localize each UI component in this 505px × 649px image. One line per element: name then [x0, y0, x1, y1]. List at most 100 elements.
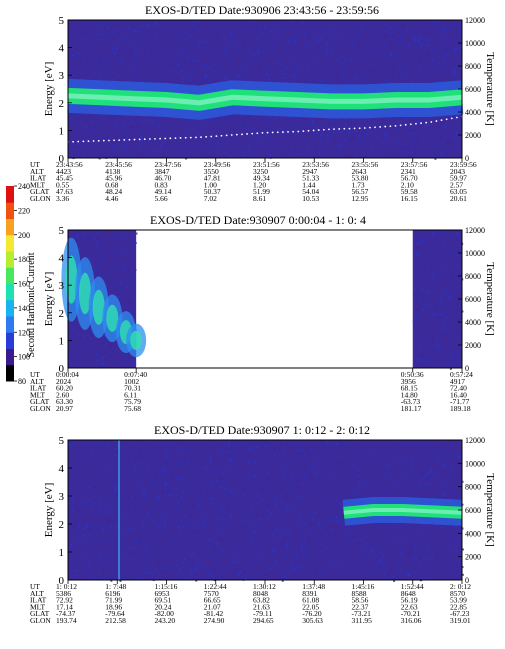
- noise-pixel: [445, 23, 448, 26]
- noise-pixel: [431, 322, 434, 325]
- noise-pixel: [238, 74, 241, 77]
- noise-pixel: [381, 474, 384, 477]
- temperature-point: [164, 137, 167, 140]
- noise-pixel: [311, 467, 314, 470]
- noise-pixel: [315, 465, 318, 468]
- noise-pixel: [418, 270, 421, 273]
- noise-pixel: [284, 464, 287, 467]
- noise-pixel: [265, 441, 268, 444]
- table-cell: 23:45:56: [105, 160, 132, 169]
- noise-pixel: [300, 483, 303, 486]
- noise-pixel: [302, 21, 305, 24]
- noise-pixel: [210, 501, 213, 504]
- noise-pixel: [217, 444, 220, 447]
- noise-pixel: [335, 78, 338, 81]
- noise-pixel: [243, 474, 246, 477]
- noise-pixel: [196, 531, 199, 534]
- noise-pixel: [106, 458, 109, 461]
- noise-pixel: [166, 576, 169, 579]
- noise-pixel: [376, 47, 379, 50]
- noise-pixel: [218, 516, 221, 519]
- colorbar-cell: [6, 186, 14, 203]
- noise-pixel: [427, 137, 430, 140]
- table-cell: 22.85: [450, 602, 467, 611]
- noise-pixel: [198, 74, 201, 77]
- noise-pixel: [422, 536, 425, 539]
- noise-pixel: [396, 489, 399, 492]
- noise-pixel: [87, 333, 90, 336]
- noise-pixel: [301, 531, 304, 534]
- heatmap-plot: [67, 19, 464, 160]
- noise-pixel: [418, 64, 421, 67]
- noise-pixel: [70, 50, 73, 53]
- noise-pixel: [314, 511, 317, 514]
- noise-pixel: [85, 58, 88, 61]
- noise-pixel: [346, 558, 349, 561]
- noise-pixel: [281, 517, 284, 520]
- noise-pixel: [348, 132, 351, 135]
- table-cell: 22.63: [401, 602, 418, 611]
- noise-pixel: [296, 523, 299, 526]
- noise-pixel: [331, 41, 334, 44]
- noise-pixel: [222, 506, 225, 509]
- y2-tick-label: 10000: [465, 459, 485, 468]
- noise-pixel: [352, 539, 355, 542]
- noise-pixel: [108, 119, 111, 122]
- noise-pixel: [336, 519, 339, 522]
- noise-pixel: [188, 63, 191, 66]
- noise-pixel: [240, 487, 243, 490]
- noise-pixel: [190, 514, 193, 517]
- noise-pixel: [201, 444, 204, 447]
- noise-pixel: [455, 131, 458, 134]
- noise-pixel: [233, 551, 236, 554]
- noise-pixel: [216, 32, 219, 35]
- noise-pixel: [81, 77, 84, 80]
- noise-pixel: [113, 445, 116, 448]
- noise-pixel: [276, 529, 279, 532]
- noise-pixel: [233, 479, 236, 482]
- noise-pixel: [394, 25, 397, 28]
- noise-pixel: [346, 536, 349, 539]
- noise-pixel: [247, 532, 250, 535]
- noise-pixel: [288, 76, 291, 79]
- noise-pixel: [433, 463, 436, 466]
- colorbar-tick-label: 220: [18, 206, 30, 215]
- temperature-point: [363, 127, 366, 129]
- noise-pixel: [281, 132, 284, 135]
- y2-tick-label: 8000: [465, 62, 481, 71]
- table-cell: 4917: [450, 377, 465, 386]
- table-cell: 8.61: [253, 194, 266, 203]
- noise-pixel: [426, 577, 429, 580]
- noise-pixel: [309, 153, 312, 156]
- temperature-point: [348, 127, 351, 130]
- noise-pixel: [379, 533, 382, 536]
- noise-pixel: [201, 492, 204, 495]
- noise-pixel: [136, 441, 139, 444]
- noise-pixel: [427, 482, 430, 485]
- noise-pixel: [187, 557, 190, 560]
- noise-pixel: [342, 78, 345, 81]
- noise-pixel: [442, 242, 445, 245]
- noise-pixel: [421, 472, 424, 475]
- noise-pixel: [117, 295, 120, 298]
- noise-pixel: [217, 145, 220, 148]
- noise-pixel: [265, 133, 268, 136]
- noise-pixel: [262, 446, 265, 449]
- noise-pixel: [302, 60, 305, 63]
- noise-pixel: [422, 45, 425, 48]
- noise-pixel: [231, 560, 234, 563]
- noise-pixel: [264, 117, 267, 120]
- noise-pixel: [238, 556, 241, 559]
- noise-pixel: [316, 130, 319, 133]
- noise-pixel: [337, 462, 340, 465]
- noise-pixel: [155, 475, 158, 478]
- noise-pixel: [278, 525, 281, 528]
- ephemeris-table: UTALTILATMLTGLATGLON23:43:56442345.450.5…: [30, 158, 477, 203]
- temperature-point: [241, 133, 243, 136]
- noise-pixel: [132, 470, 135, 473]
- noise-pixel: [214, 548, 217, 551]
- noise-pixel: [111, 146, 114, 149]
- noise-pixel: [204, 41, 207, 44]
- noise-pixel: [259, 507, 262, 510]
